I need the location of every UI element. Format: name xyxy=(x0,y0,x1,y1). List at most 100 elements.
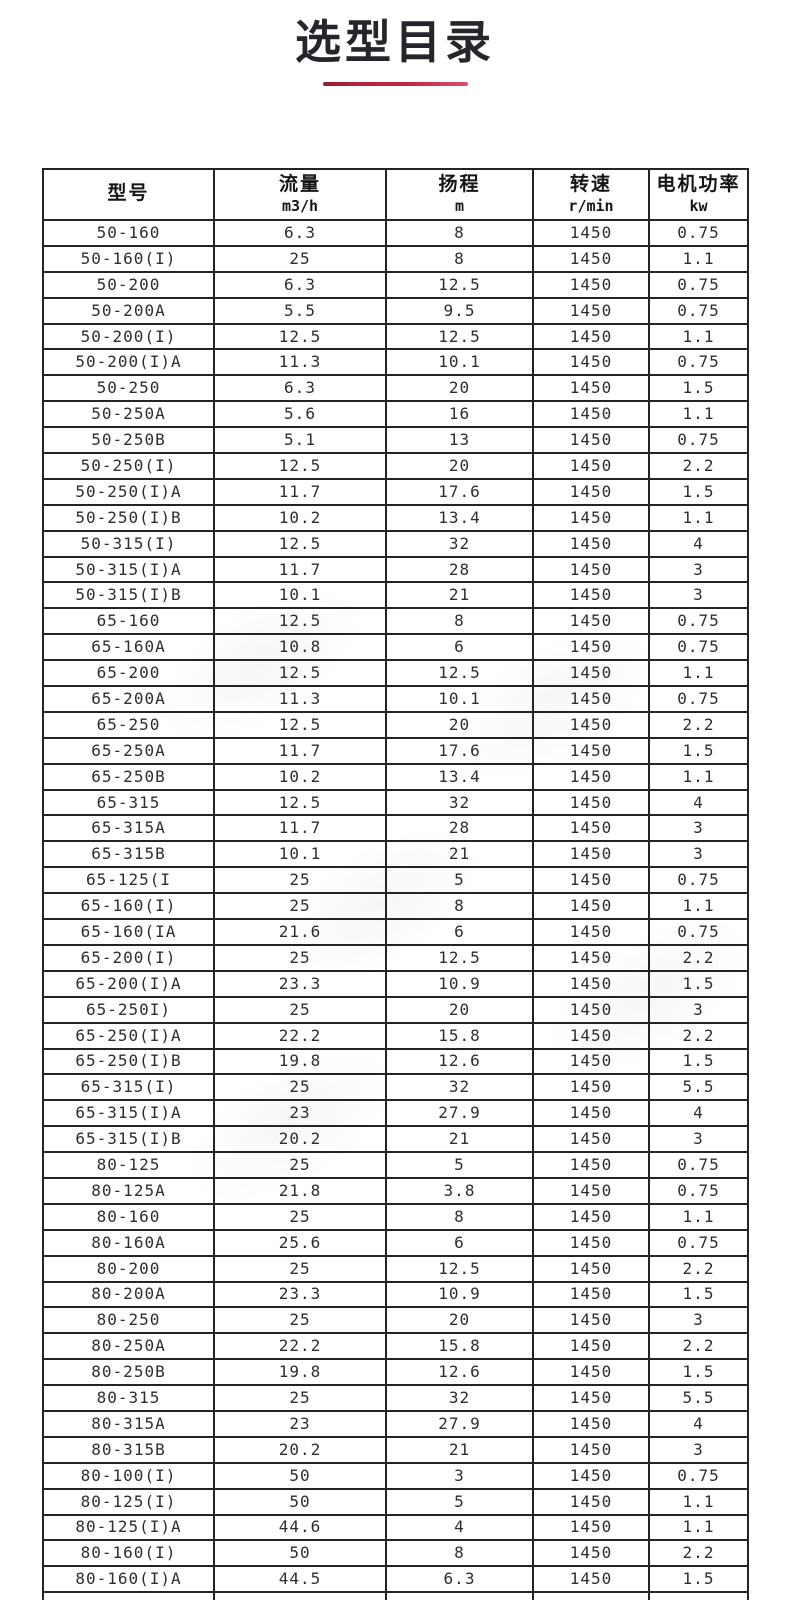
power-cell: 2.2 xyxy=(648,1021,749,1050)
head-cell: 17.6 xyxy=(385,736,534,765)
column-header-flow: 流量 m3/h xyxy=(213,168,387,221)
head-cell: 12.5 xyxy=(385,659,534,688)
model-cell: 65-315(I) xyxy=(42,1073,215,1102)
model-cell: 50-200(I)A xyxy=(42,348,215,377)
model-cell: 65-250(I)B xyxy=(42,1047,215,1076)
flow-cell: 25 xyxy=(213,1254,387,1283)
column-header-head: 扬程 m xyxy=(385,168,534,221)
table-row: 80-125(I) 50 5 1450 1.1 xyxy=(42,1487,749,1516)
power-cell: 1.5 xyxy=(648,969,749,998)
head-cell: 5 xyxy=(385,1151,534,1179)
flow-cell: 11.7 xyxy=(213,736,387,765)
column-label: 转速 xyxy=(569,173,612,195)
speed-cell: 1450 xyxy=(532,607,650,636)
flow-cell: 6.3 xyxy=(213,219,387,247)
column-unit: kw xyxy=(689,196,708,215)
power-cell: 2.2 xyxy=(648,1332,749,1361)
flow-cell: 12.5 xyxy=(213,452,387,480)
table-row: 65-160 12.5 8 1450 0.75 xyxy=(42,607,749,636)
flow-cell: 21.8 xyxy=(213,1176,387,1205)
flow-cell: 10.1 xyxy=(213,840,387,869)
speed-cell: 1450 xyxy=(532,477,650,506)
table-row: 65-315A 11.7 28 1450 3 xyxy=(42,814,749,843)
flow-cell: 12.5 xyxy=(213,659,387,688)
speed-cell: 1450 xyxy=(532,1565,650,1594)
model-cell: 65-315B xyxy=(42,840,215,869)
column-unit: m3/h xyxy=(281,196,319,215)
speed-cell: 1450 xyxy=(532,814,650,843)
table-body-partial xyxy=(42,1591,749,1600)
model-cell: 80-250A xyxy=(42,1332,215,1361)
speed-cell: 1450 xyxy=(532,1435,650,1464)
flow-cell: 10.2 xyxy=(213,762,387,791)
head-cell: 20 xyxy=(385,1306,534,1335)
model-cell: 80-315A xyxy=(42,1409,215,1438)
model-cell: 65-200A xyxy=(42,685,215,713)
model-cell: 80-250B xyxy=(42,1358,215,1387)
power-cell: 1.5 xyxy=(648,374,749,403)
table-row: 80-100(I) 50 3 1450 0.75 xyxy=(42,1461,749,1490)
flow-cell: 5.5 xyxy=(213,296,387,325)
head-cell: 8 xyxy=(385,244,534,273)
model-cell: 65-315(I)B xyxy=(42,1125,215,1154)
column-unit: r/min xyxy=(568,196,614,215)
power-cell: 0.75 xyxy=(648,685,749,713)
table-row: 80-125 25 5 1450 0.75 xyxy=(42,1151,749,1179)
column-label: 电机功率 xyxy=(656,173,741,195)
model-cell: 80-200 xyxy=(42,1254,215,1283)
flow-cell: 19.8 xyxy=(213,1047,387,1076)
model-cell: 65-200(I)A xyxy=(42,969,215,998)
head-cell: 12.5 xyxy=(385,1254,534,1283)
speed-cell: 1450 xyxy=(532,1176,650,1205)
model-cell: 80-160(I)A xyxy=(42,1565,215,1594)
power-cell: 0.75 xyxy=(648,270,749,299)
flow-cell: 22.2 xyxy=(213,1021,387,1050)
speed-cell: 1450 xyxy=(532,892,650,921)
power-cell: 3 xyxy=(648,814,749,843)
power-cell: 3 xyxy=(648,555,749,584)
power-cell: 3 xyxy=(648,581,749,610)
table-row: 80-200A 23.3 10.9 1450 1.5 xyxy=(42,1280,749,1309)
model-cell: 50-250(I)B xyxy=(42,503,215,532)
model-cell: 80-125(I) xyxy=(42,1487,215,1516)
table-row: 50-200 6.3 12.5 1450 0.75 xyxy=(42,270,749,299)
power-cell: 1.1 xyxy=(648,659,749,688)
model-cell: 50-250(I)A xyxy=(42,477,215,506)
speed-cell: 1450 xyxy=(532,1306,650,1335)
model-cell: 50-315(I)B xyxy=(42,581,215,610)
speed-cell: 1450 xyxy=(532,633,650,662)
flow-cell: 23.3 xyxy=(213,969,387,998)
speed-cell: 1450 xyxy=(532,736,650,765)
model-cell: 50-315(I) xyxy=(42,529,215,558)
flow-cell: 10.8 xyxy=(213,633,387,662)
head-cell: 12.5 xyxy=(385,270,534,299)
model-cell: 65-200 xyxy=(42,659,215,688)
model-cell: 80-315B xyxy=(42,1435,215,1464)
model-cell: 50-250(I) xyxy=(42,452,215,480)
power-cell: 0.75 xyxy=(648,1228,749,1257)
table-row: 50-315(I)A 11.7 28 1450 3 xyxy=(42,555,749,584)
head-cell: 8 xyxy=(385,219,534,247)
power-cell: 1.1 xyxy=(648,400,749,429)
table-row: 80-315A 23 27.9 1450 4 xyxy=(42,1409,749,1438)
flow-cell: 5.1 xyxy=(213,426,387,455)
head-cell: 21 xyxy=(385,1125,534,1154)
head-cell: 21 xyxy=(385,840,534,869)
power-cell: 3 xyxy=(648,1125,749,1154)
head-cell: 3 xyxy=(385,1461,534,1490)
flow-cell: 25 xyxy=(213,892,387,921)
model-cell xyxy=(42,1591,215,1600)
speed-cell: 1450 xyxy=(532,270,650,299)
speed-cell: 1450 xyxy=(532,452,650,480)
speed-cell: 1450 xyxy=(532,1202,650,1231)
speed-cell: 1450 xyxy=(532,1073,650,1102)
model-cell: 65-250(I)A xyxy=(42,1021,215,1050)
power-cell: 1.5 xyxy=(648,736,749,765)
power-cell: 2.2 xyxy=(648,1539,749,1568)
power-cell: 1.5 xyxy=(648,1280,749,1309)
model-cell: 65-315A xyxy=(42,814,215,843)
power-cell: 0.75 xyxy=(648,1176,749,1205)
table-row: 80-160(I)A 44.5 6.3 1450 1.5 xyxy=(42,1565,749,1594)
model-cell: 65-250 xyxy=(42,710,215,739)
flow-cell xyxy=(213,1591,387,1600)
